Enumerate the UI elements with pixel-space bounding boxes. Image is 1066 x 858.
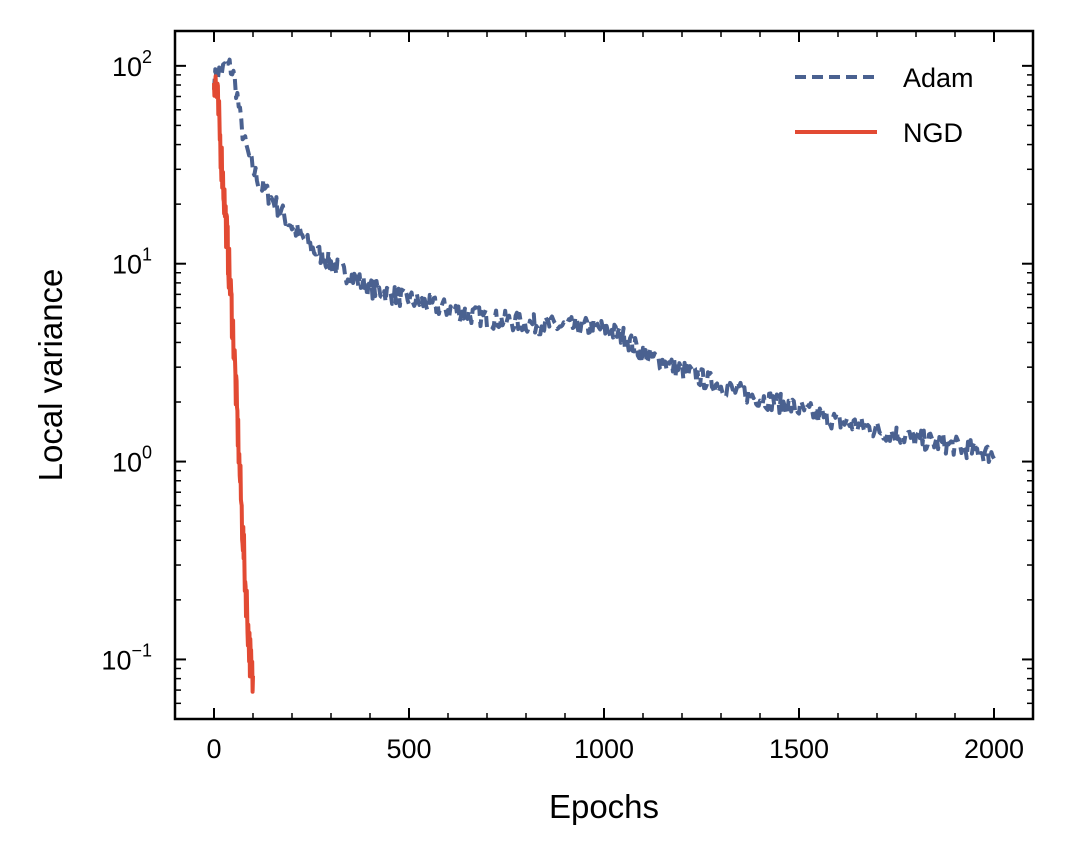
- series-line-adam: [212, 57, 996, 464]
- legend-label-ngd: NGD: [903, 118, 963, 148]
- y-tick-label: 100: [112, 443, 152, 478]
- label-layer: Epochs Local variance: [32, 269, 659, 825]
- x-axis-label: Epochs: [549, 788, 659, 825]
- y-axis-label: Local variance: [32, 269, 69, 482]
- tick-layer: 0 500 1000 1500 2000 10−1 100 101 102: [101, 31, 1034, 764]
- x-tick-label: 1000: [574, 734, 634, 764]
- legend-label-adam: Adam: [903, 63, 974, 93]
- x-tick-label: 2000: [964, 734, 1024, 764]
- y-tick-label: 10−1: [101, 640, 152, 675]
- series-layer: [212, 57, 996, 694]
- x-tick-label: 1500: [769, 734, 829, 764]
- y-tick-label: 101: [112, 245, 152, 280]
- legend: Adam NGD: [795, 63, 974, 148]
- y-tick-label: 102: [112, 47, 152, 82]
- x-tick-label: 0: [206, 734, 221, 764]
- x-tick-label: 500: [386, 734, 431, 764]
- series-line-ngd: [212, 74, 255, 694]
